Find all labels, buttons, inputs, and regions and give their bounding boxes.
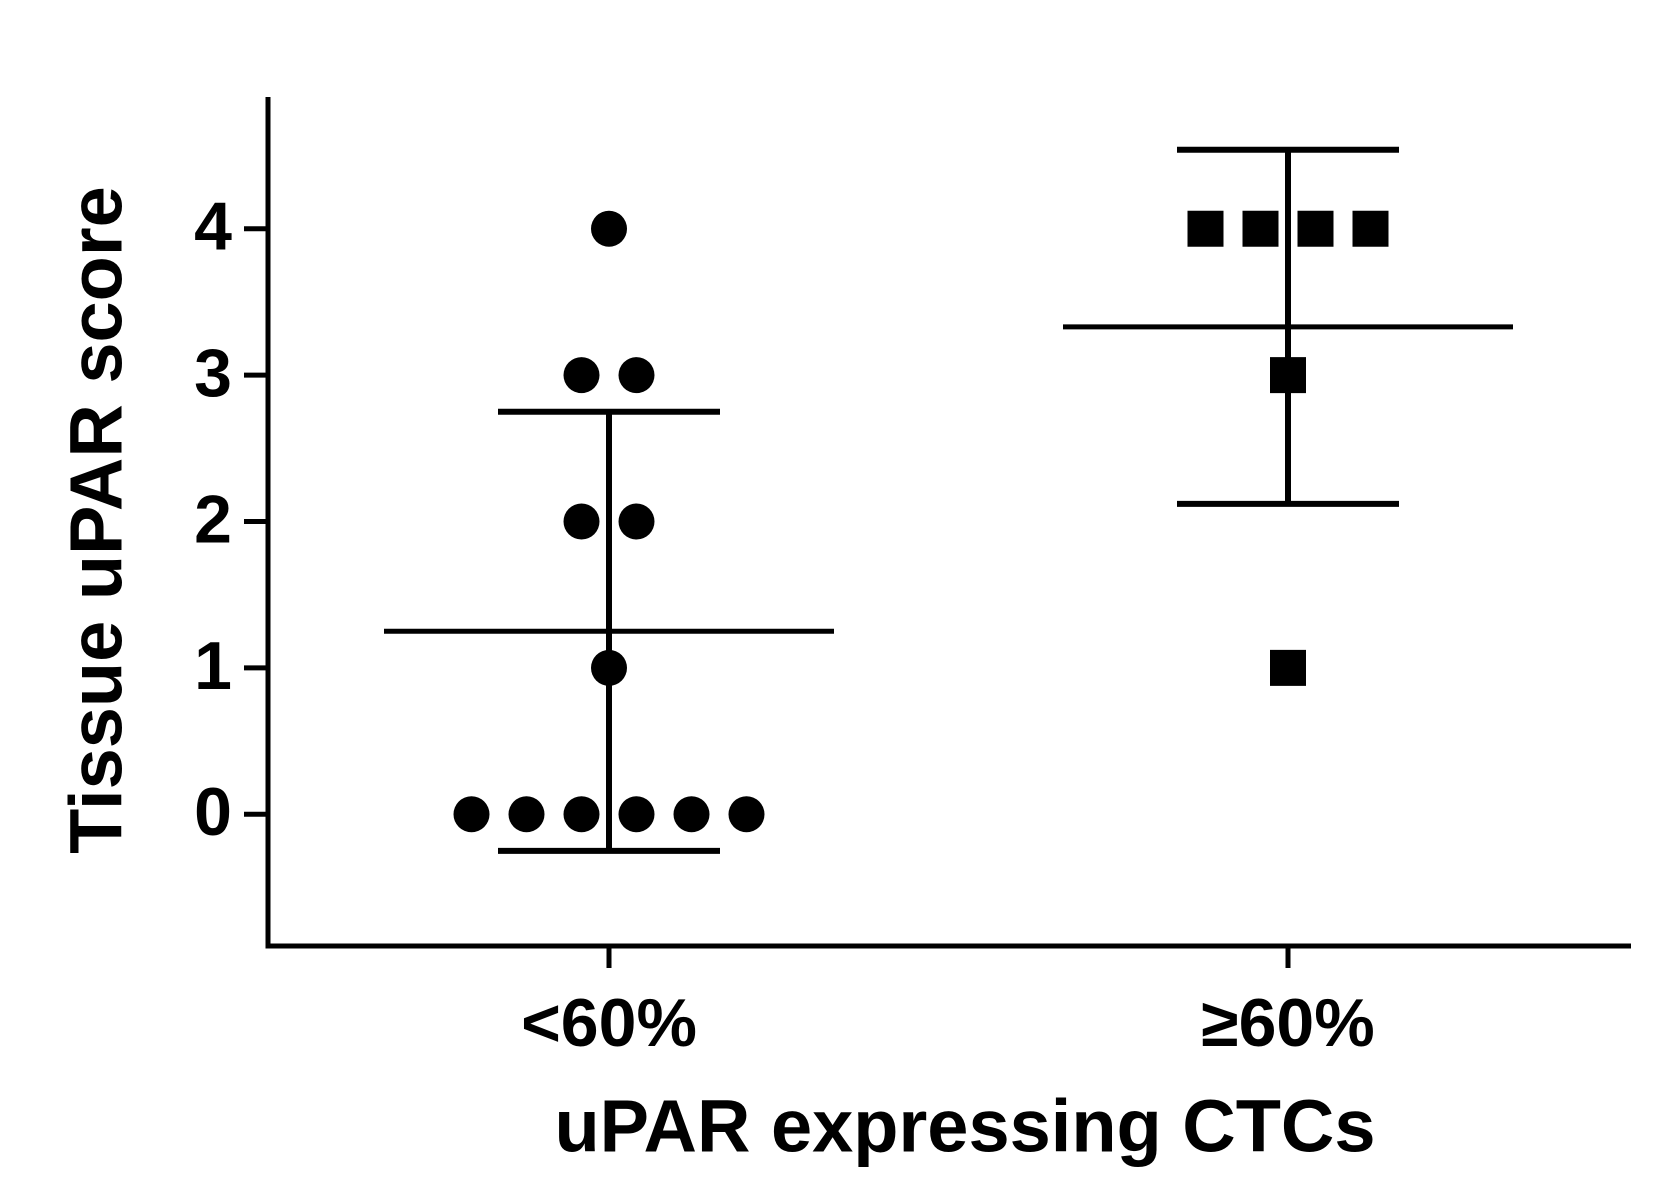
point — [618, 796, 655, 833]
point — [563, 503, 600, 540]
y-tick-label: 1 — [194, 628, 232, 704]
point — [1297, 210, 1334, 247]
x-tick-label: <60% — [521, 985, 697, 1061]
point — [1270, 649, 1306, 686]
point — [508, 796, 545, 833]
point — [618, 357, 655, 394]
point — [591, 649, 627, 686]
point — [1270, 357, 1306, 394]
point — [453, 796, 490, 833]
point — [1242, 210, 1279, 247]
x-tick-label: ≥60% — [1201, 985, 1374, 1061]
point — [563, 357, 600, 394]
y-tick-label: 3 — [194, 335, 232, 411]
x-axis-label: uPAR expressing CTCs — [554, 1085, 1375, 1168]
y-tick-label: 0 — [194, 774, 232, 850]
point — [1352, 210, 1389, 247]
y-axis-label: Tissue uPAR score — [55, 186, 138, 854]
y-tick-label: 4 — [194, 189, 232, 265]
point — [563, 796, 600, 833]
point — [591, 210, 627, 247]
point — [673, 796, 710, 833]
point — [618, 503, 655, 540]
point — [1187, 210, 1224, 247]
y-tick-label: 2 — [194, 481, 232, 557]
point — [728, 796, 765, 833]
